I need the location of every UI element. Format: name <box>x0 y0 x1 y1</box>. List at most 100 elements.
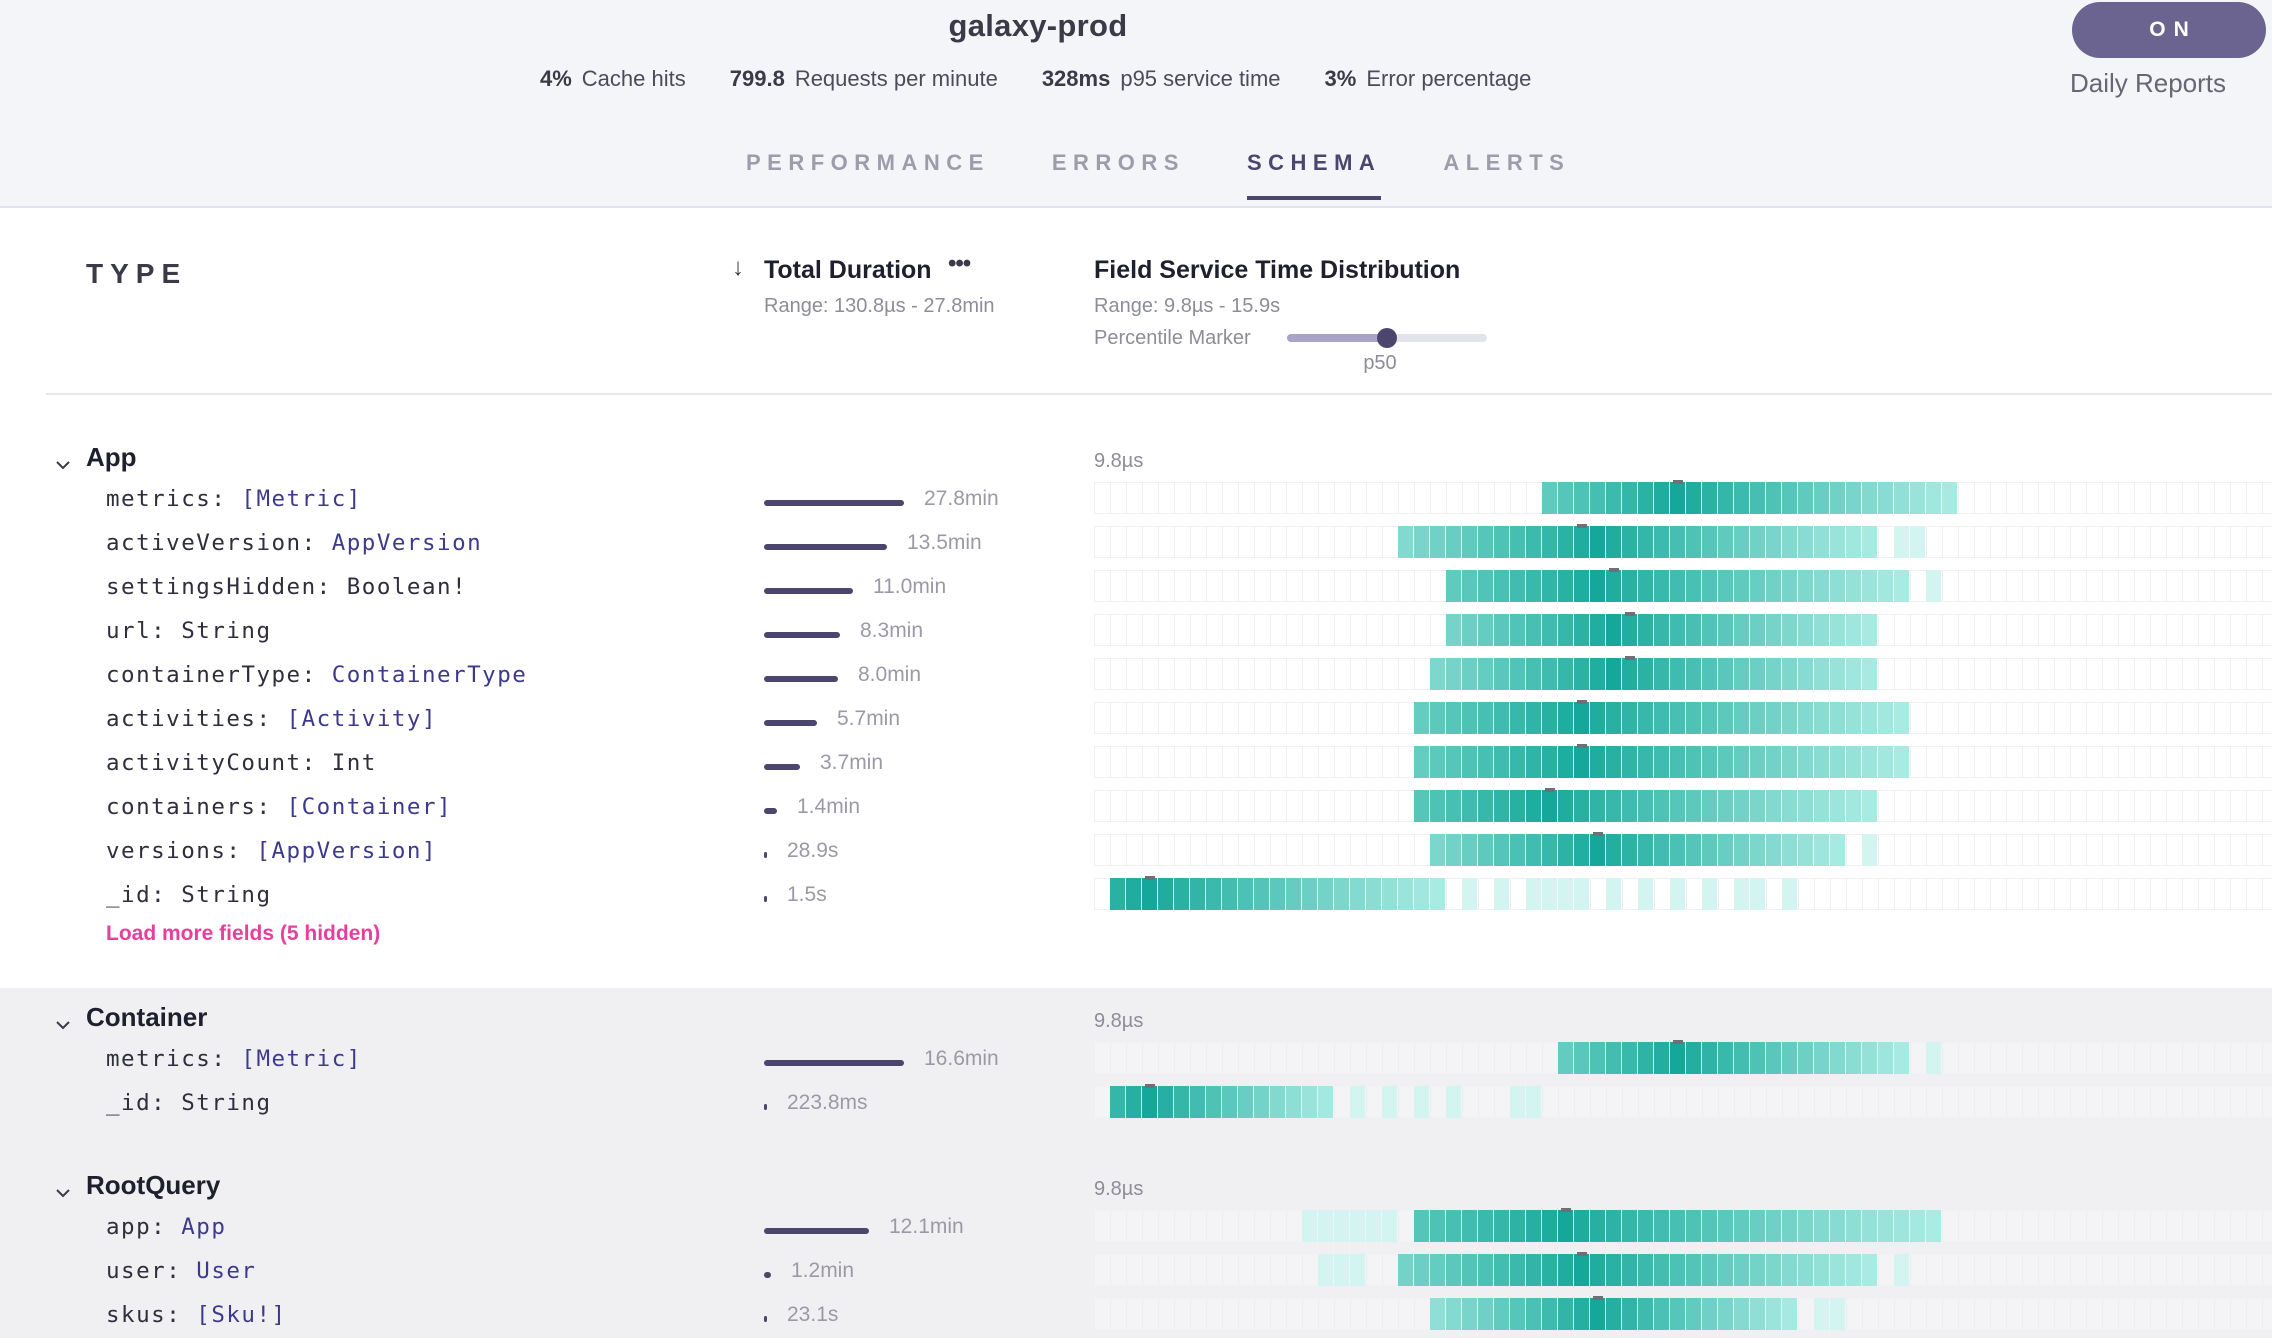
heatmap-cell <box>1718 658 1733 690</box>
heatmap-cell <box>1350 878 1365 910</box>
field-type-link[interactable]: [Metric] <box>241 486 362 512</box>
heatmap-cell <box>1894 746 1909 778</box>
load-more-fields-link[interactable]: Load more fields (5 hidden) <box>106 922 381 945</box>
type-name: RootQuery <box>86 1170 221 1200</box>
heatmap-cell <box>1462 570 1477 602</box>
field-type-link[interactable]: User <box>196 1258 257 1284</box>
tab-schema[interactable]: SCHEMA <box>1246 150 1382 200</box>
heatmap-cell <box>1702 878 1717 910</box>
more-options-icon[interactable]: ••• <box>948 250 971 277</box>
heatmap-cell <box>1494 1298 1509 1330</box>
heatmap-cell <box>1622 482 1637 514</box>
heatmap-cell <box>1782 1254 1797 1286</box>
tab-performance[interactable]: PERFORMANCE <box>746 150 990 175</box>
heatmap-cell <box>1638 1254 1653 1286</box>
percentile-marker <box>1593 832 1603 836</box>
percentile-marker <box>1577 700 1587 704</box>
heatmap-cell <box>1574 570 1589 602</box>
percentile-marker <box>1545 788 1555 792</box>
field-type-link[interactable]: [AppVersion] <box>256 838 438 864</box>
field-name[interactable]: _id: String <box>106 1090 272 1116</box>
field-name[interactable]: versions: [AppVersion] <box>106 838 437 864</box>
field-name-text: metrics <box>106 486 212 512</box>
heatmap-cell <box>1542 790 1557 822</box>
field-type-link[interactable]: ContainerType <box>331 662 528 688</box>
tab-errors[interactable]: ERRORS <box>1051 150 1185 175</box>
field-name[interactable]: app: App <box>106 1214 226 1240</box>
heatmap-cell <box>1910 526 1925 558</box>
field-name[interactable]: containers: [Container] <box>106 794 452 820</box>
heatmap-cell <box>1494 790 1509 822</box>
field-name[interactable]: metrics: [Metric] <box>106 486 362 512</box>
heatmap-cell <box>1622 526 1637 558</box>
field-name[interactable]: activeVersion: AppVersion <box>106 530 482 556</box>
heatmap-cell <box>1670 482 1685 514</box>
field-name-text: activities <box>106 706 257 732</box>
field-name[interactable]: skus: [Sku!] <box>106 1302 287 1328</box>
field-row: skus: [Sku!] 23.1s <box>0 1296 2272 1338</box>
field-type-link[interactable]: [Activity] <box>286 706 438 732</box>
duration-value: 1.5s <box>787 883 827 906</box>
field-name[interactable]: containerType: ContainerType <box>106 662 527 688</box>
type-group-header[interactable]: Container <box>56 1002 207 1033</box>
heatmap-cell <box>1798 570 1813 602</box>
type-name: Container <box>86 1002 208 1032</box>
sort-descending-icon[interactable]: ↓ <box>732 254 744 281</box>
field-name[interactable]: activityCount: Int <box>106 750 377 776</box>
distribution-heatmap <box>1094 1084 2272 1118</box>
field-type-link[interactable]: [Container] <box>286 794 453 820</box>
field-type-link[interactable]: App <box>181 1214 227 1240</box>
chevron-down-icon[interactable] <box>56 1008 70 1029</box>
percentile-marker <box>1577 1252 1587 1256</box>
heatmap-cell <box>1158 878 1173 910</box>
heatmap-cell <box>1542 1254 1557 1286</box>
heatmap-cell <box>1462 526 1477 558</box>
heatmap-cell <box>1862 482 1877 514</box>
tab-alerts[interactable]: ALERTS <box>1443 150 1571 175</box>
heatmap-cell <box>1510 702 1525 734</box>
field-name[interactable]: metrics: [Metric] <box>106 1046 362 1072</box>
stat-value: 799.8 <box>729 66 785 91</box>
heatmap-cell <box>1558 658 1573 690</box>
stat-error-percentage: 3% Error percentage <box>1325 66 1532 92</box>
heatmap-cell <box>1686 526 1701 558</box>
field-name[interactable]: url: String <box>106 618 272 644</box>
field-name-text: versions <box>106 838 227 864</box>
field-type-link[interactable]: AppVersion <box>331 530 483 556</box>
heatmap-cell <box>1510 834 1525 866</box>
heatmap-cell <box>1542 570 1557 602</box>
heatmap-cell <box>1798 746 1813 778</box>
duration-bar <box>764 676 838 682</box>
heatmap-cell <box>1478 834 1493 866</box>
heatmap-cell <box>1590 790 1605 822</box>
heatmap-cell <box>1894 1042 1909 1074</box>
heatmap-cell <box>1446 526 1461 558</box>
heatmap-cell <box>1846 1210 1861 1242</box>
heatmap-cell <box>1638 614 1653 646</box>
heatmap-cell <box>1862 658 1877 690</box>
chevron-down-icon[interactable] <box>56 1176 70 1197</box>
field-type-link[interactable]: [Metric] <box>241 1046 362 1072</box>
daily-reports-toggle[interactable]: ON <box>2072 2 2266 58</box>
heatmap-cell <box>1862 790 1877 822</box>
total-duration-heading[interactable]: Total Duration <box>764 256 932 284</box>
heatmap-cell <box>1206 1086 1221 1118</box>
field-name[interactable]: _id: String <box>106 882 272 908</box>
percentile-slider[interactable] <box>1287 328 1487 348</box>
heatmap-cell <box>1766 570 1781 602</box>
heatmap-cell <box>1862 702 1877 734</box>
field-type-link[interactable]: [Sku!] <box>196 1302 287 1328</box>
field-name[interactable]: user: User <box>106 1258 256 1284</box>
type-group-header[interactable]: App <box>56 442 137 473</box>
field-row: versions: [AppVersion] 28.9s <box>0 832 2272 876</box>
percentile-slider-handle[interactable] <box>1377 328 1397 348</box>
chevron-down-icon[interactable] <box>56 448 70 469</box>
field-name[interactable]: activities: [Activity] <box>106 706 437 732</box>
heatmap-cell <box>1590 834 1605 866</box>
heatmap-cell <box>1654 614 1669 646</box>
heatmap-cell <box>1590 702 1605 734</box>
type-group-header[interactable]: RootQuery <box>56 1170 220 1201</box>
distribution-heatmap <box>1094 612 2272 646</box>
distribution-heading: Field Service Time Distribution <box>1094 256 1461 284</box>
field-name[interactable]: settingsHidden: Boolean! <box>106 574 467 600</box>
